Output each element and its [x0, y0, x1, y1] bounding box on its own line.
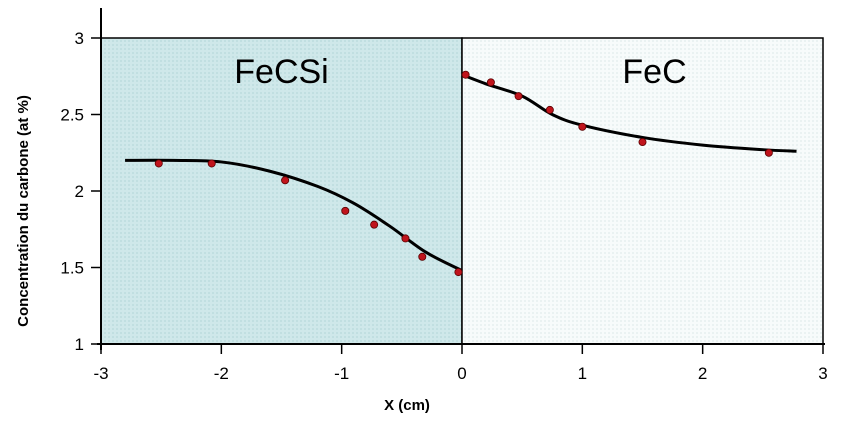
y-tick-label: 2.5 — [60, 106, 84, 125]
x-tick-label: 2 — [698, 364, 707, 383]
data-point — [514, 92, 523, 101]
data-point — [370, 220, 379, 229]
x-tick-label: -2 — [214, 364, 229, 383]
regions-layer — [100, 37, 824, 345]
y-axis-label: Concentration du carbone (at %) — [15, 95, 32, 327]
data-point — [764, 148, 773, 157]
axes-layer: -3 -2 -1 0 1 2 3 1 1.5 2 2.5 3 — [60, 8, 828, 383]
data-point — [486, 78, 495, 87]
data-point — [461, 70, 470, 79]
points-layer — [154, 70, 773, 277]
fit-curve-0 — [125, 158, 463, 272]
x-tick-label: -3 — [93, 364, 108, 383]
data-point — [578, 122, 587, 131]
region-label-1: FeC — [622, 53, 686, 91]
y-tick-label: 1 — [75, 335, 84, 354]
region-0 — [100, 37, 463, 345]
region-label-0: FeCSi — [234, 53, 328, 91]
data-point — [207, 159, 216, 168]
region-1 — [461, 37, 824, 345]
data-point — [154, 159, 163, 168]
x-axis-label: X (cm) — [384, 397, 430, 414]
data-point — [545, 105, 554, 114]
data-point — [638, 138, 647, 147]
x-tick-label: 0 — [457, 364, 466, 383]
x-tick-label: 3 — [818, 364, 827, 383]
y-tick-label: 2 — [75, 182, 84, 201]
data-point — [281, 176, 290, 185]
x-tick-label: -1 — [334, 364, 349, 383]
data-point — [401, 234, 410, 243]
y-tick-label: 1.5 — [60, 259, 84, 278]
y-tick-label: 3 — [75, 29, 84, 48]
labels-layer: FeCSi FeC X (cm) Concentration du carbone (… — [15, 53, 687, 414]
data-point — [341, 206, 350, 215]
data-point — [454, 268, 463, 277]
data-point — [418, 252, 427, 261]
x-tick-label: 1 — [578, 364, 587, 383]
